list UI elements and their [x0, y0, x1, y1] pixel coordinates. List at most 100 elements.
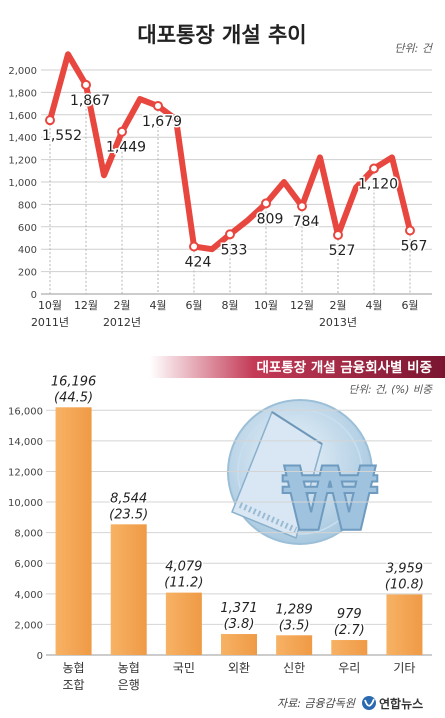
data-point: [117, 126, 127, 137]
line-chart-title: 대포통장 개설 추이: [137, 23, 306, 47]
data-label: 1,679: [142, 114, 182, 130]
y-tick-label: 1,400: [8, 133, 37, 144]
bar: [331, 640, 368, 655]
x-tick-label: 12월: [290, 299, 314, 312]
share-label: (23.5): [109, 507, 148, 522]
series-line: [47, 51, 413, 253]
value-label: 8,544: [110, 491, 147, 506]
y-tick-label: 12,000: [8, 467, 43, 478]
data-label: 527: [329, 243, 356, 259]
year-label: 2011년: [31, 316, 69, 329]
x-tick-label: 4월: [365, 299, 382, 312]
category-label: 우리: [338, 661, 360, 675]
data-point: [333, 229, 343, 240]
share-label: (3.5): [279, 618, 310, 633]
y-tick-label: 6,000: [14, 559, 43, 570]
y-tick-label: 4,000: [14, 590, 43, 601]
bar: [386, 594, 423, 655]
category-label: 신한: [283, 661, 305, 675]
category-label: 농협: [63, 661, 85, 675]
data-label: 1,120: [358, 177, 398, 193]
bar-chart: 0 2,000 4,000 6,000 8,000 10,000 12,000 14,000 1…: [8, 373, 432, 692]
category-label: 조합: [63, 678, 85, 692]
y-tick-label: 800: [18, 200, 37, 211]
y-tick-label: 16,000: [8, 406, 43, 417]
data-point: [225, 229, 235, 240]
share-label: (44.5): [54, 390, 93, 405]
data-label: 1,867: [70, 93, 110, 109]
data-label: 784: [293, 214, 320, 230]
line-chart-unit: 단위: 건: [394, 42, 433, 55]
value-label: 4,079: [165, 560, 202, 575]
y-tick-label: 200: [18, 268, 37, 279]
y-tick-label: 8,000: [14, 529, 43, 540]
bar-chart-unit: 단위: 건, (%) 비중: [349, 384, 434, 396]
year-label: 2013년: [319, 316, 357, 329]
y-tick-label: 0: [31, 290, 37, 301]
share-label: (10.8): [385, 577, 424, 592]
value-label: 16,196: [51, 374, 97, 389]
data-point: [153, 100, 163, 111]
x-tick-label: 8월: [221, 299, 238, 312]
won-coin-illustration: ₩: [227, 399, 380, 552]
data-point: [261, 198, 271, 209]
data-point: [369, 163, 379, 174]
yonhap-logo: 연합뉴스: [362, 696, 423, 711]
y-tick-label: 1,000: [8, 178, 37, 189]
x-tick-label: 4월: [149, 299, 166, 312]
bar: [55, 407, 92, 655]
x-tick-label: 12월: [74, 299, 98, 312]
category-label: 외환: [228, 661, 250, 675]
data-point: [297, 201, 307, 212]
share-label: (11.2): [164, 576, 203, 591]
logo-text: 연합뉴스: [379, 696, 423, 711]
value-label: 979: [337, 607, 362, 622]
data-point: [81, 79, 91, 90]
data-label: 1,552: [42, 128, 82, 144]
data-label: 1,449: [106, 140, 146, 156]
value-label: 1,371: [220, 601, 257, 616]
y-tick-label: 1,200: [8, 156, 37, 167]
bar: [110, 524, 147, 655]
category-label: 은행: [118, 677, 140, 692]
data-point: [405, 225, 415, 236]
y-tick-label: 10,000: [8, 498, 43, 509]
x-tick-label: 2월: [113, 299, 130, 312]
bar: [221, 634, 257, 655]
data-label: 424: [185, 255, 212, 271]
share-label: (2.7): [334, 623, 365, 638]
x-tick-label: 6월: [401, 299, 418, 312]
data-label: 809: [257, 211, 284, 227]
category-label: 기타: [393, 661, 415, 675]
x-tick-label: 6월: [185, 299, 202, 312]
y-tick-label: 600: [18, 223, 37, 234]
value-label: 1,289: [276, 602, 313, 617]
bar: [276, 635, 313, 655]
value-label: 3,959: [386, 561, 423, 576]
data-point: [189, 241, 199, 252]
y-tick-label: 1,800: [8, 88, 37, 99]
source-note: 자료: 금융감독원: [277, 697, 356, 710]
data-label: 567: [401, 238, 428, 254]
x-tick-label: 10월: [254, 299, 278, 312]
y-tick-label: 0: [37, 651, 43, 662]
category-label: 국민: [173, 661, 195, 675]
data-label: 533: [221, 242, 248, 258]
category-label: 농협: [118, 661, 140, 675]
x-tick-label: 10월: [38, 299, 62, 312]
bar: [165, 592, 202, 655]
bar-chart-banner: 대포통장 개설 금융회사별 비중: [150, 356, 445, 378]
y-tick-label: 2,000: [8, 66, 37, 77]
y-tick-label: 400: [18, 245, 37, 256]
x-tick-label: 2월: [329, 299, 346, 312]
year-label: 2012년: [103, 316, 141, 329]
y-tick-label: 14,000: [8, 437, 43, 448]
y-tick-label: 2,000: [14, 620, 43, 631]
data-point: [45, 115, 55, 126]
won-sign-icon: ₩: [281, 448, 378, 551]
y-tick-label: 1,600: [8, 111, 37, 122]
bar-chart-title: 대포통장 개설 금융회사별 비중: [256, 359, 432, 376]
share-label: (3.8): [224, 617, 255, 632]
line-chart: 0 200 400 600 800 1,000 1,200 1,400 1,600 1,800 2,…: [8, 51, 432, 329]
